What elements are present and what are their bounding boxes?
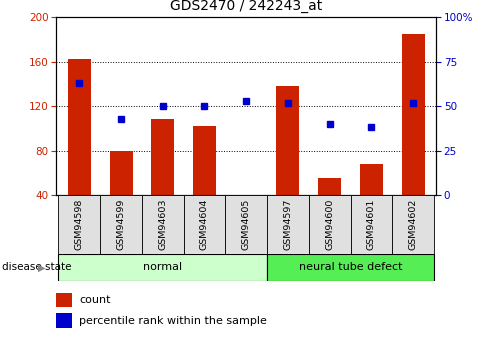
Bar (350, 195, 392, 254)
Text: GSM94598: GSM94598 (75, 199, 84, 250)
Bar (142, 195, 184, 254)
Text: GSM94599: GSM94599 (117, 199, 125, 250)
Bar (56, 293, 72, 307)
Title: GDS2470 / 242243_at: GDS2470 / 242243_at (170, 0, 322, 13)
Bar (68, 59, 91, 195)
Text: GSM94600: GSM94600 (325, 199, 334, 250)
Text: GSM94601: GSM94601 (367, 199, 376, 250)
Text: GSM94605: GSM94605 (242, 199, 251, 250)
Text: GSM94604: GSM94604 (200, 199, 209, 250)
Text: GSM94597: GSM94597 (283, 199, 293, 250)
Bar (225, 195, 267, 254)
Bar (392, 195, 434, 254)
Text: GSM94603: GSM94603 (158, 198, 167, 250)
Bar (267, 254, 434, 281)
Bar (276, 86, 299, 195)
Bar (360, 164, 383, 195)
Bar (184, 195, 225, 254)
Bar (110, 150, 132, 195)
Bar (267, 195, 309, 254)
Bar (402, 34, 425, 195)
Text: count: count (79, 295, 111, 305)
Text: GSM94602: GSM94602 (409, 199, 417, 250)
Text: percentile rank within the sample: percentile rank within the sample (79, 316, 267, 326)
Text: ▶: ▶ (38, 263, 45, 272)
Bar (58, 195, 100, 254)
Bar (151, 119, 174, 195)
Bar (58, 254, 267, 281)
Bar (56, 313, 72, 328)
Bar (100, 195, 142, 254)
Bar (309, 195, 350, 254)
Bar (193, 126, 216, 195)
Text: normal: normal (143, 263, 182, 272)
Text: disease state: disease state (2, 263, 72, 272)
Text: neural tube defect: neural tube defect (299, 263, 402, 272)
Bar (318, 178, 341, 195)
